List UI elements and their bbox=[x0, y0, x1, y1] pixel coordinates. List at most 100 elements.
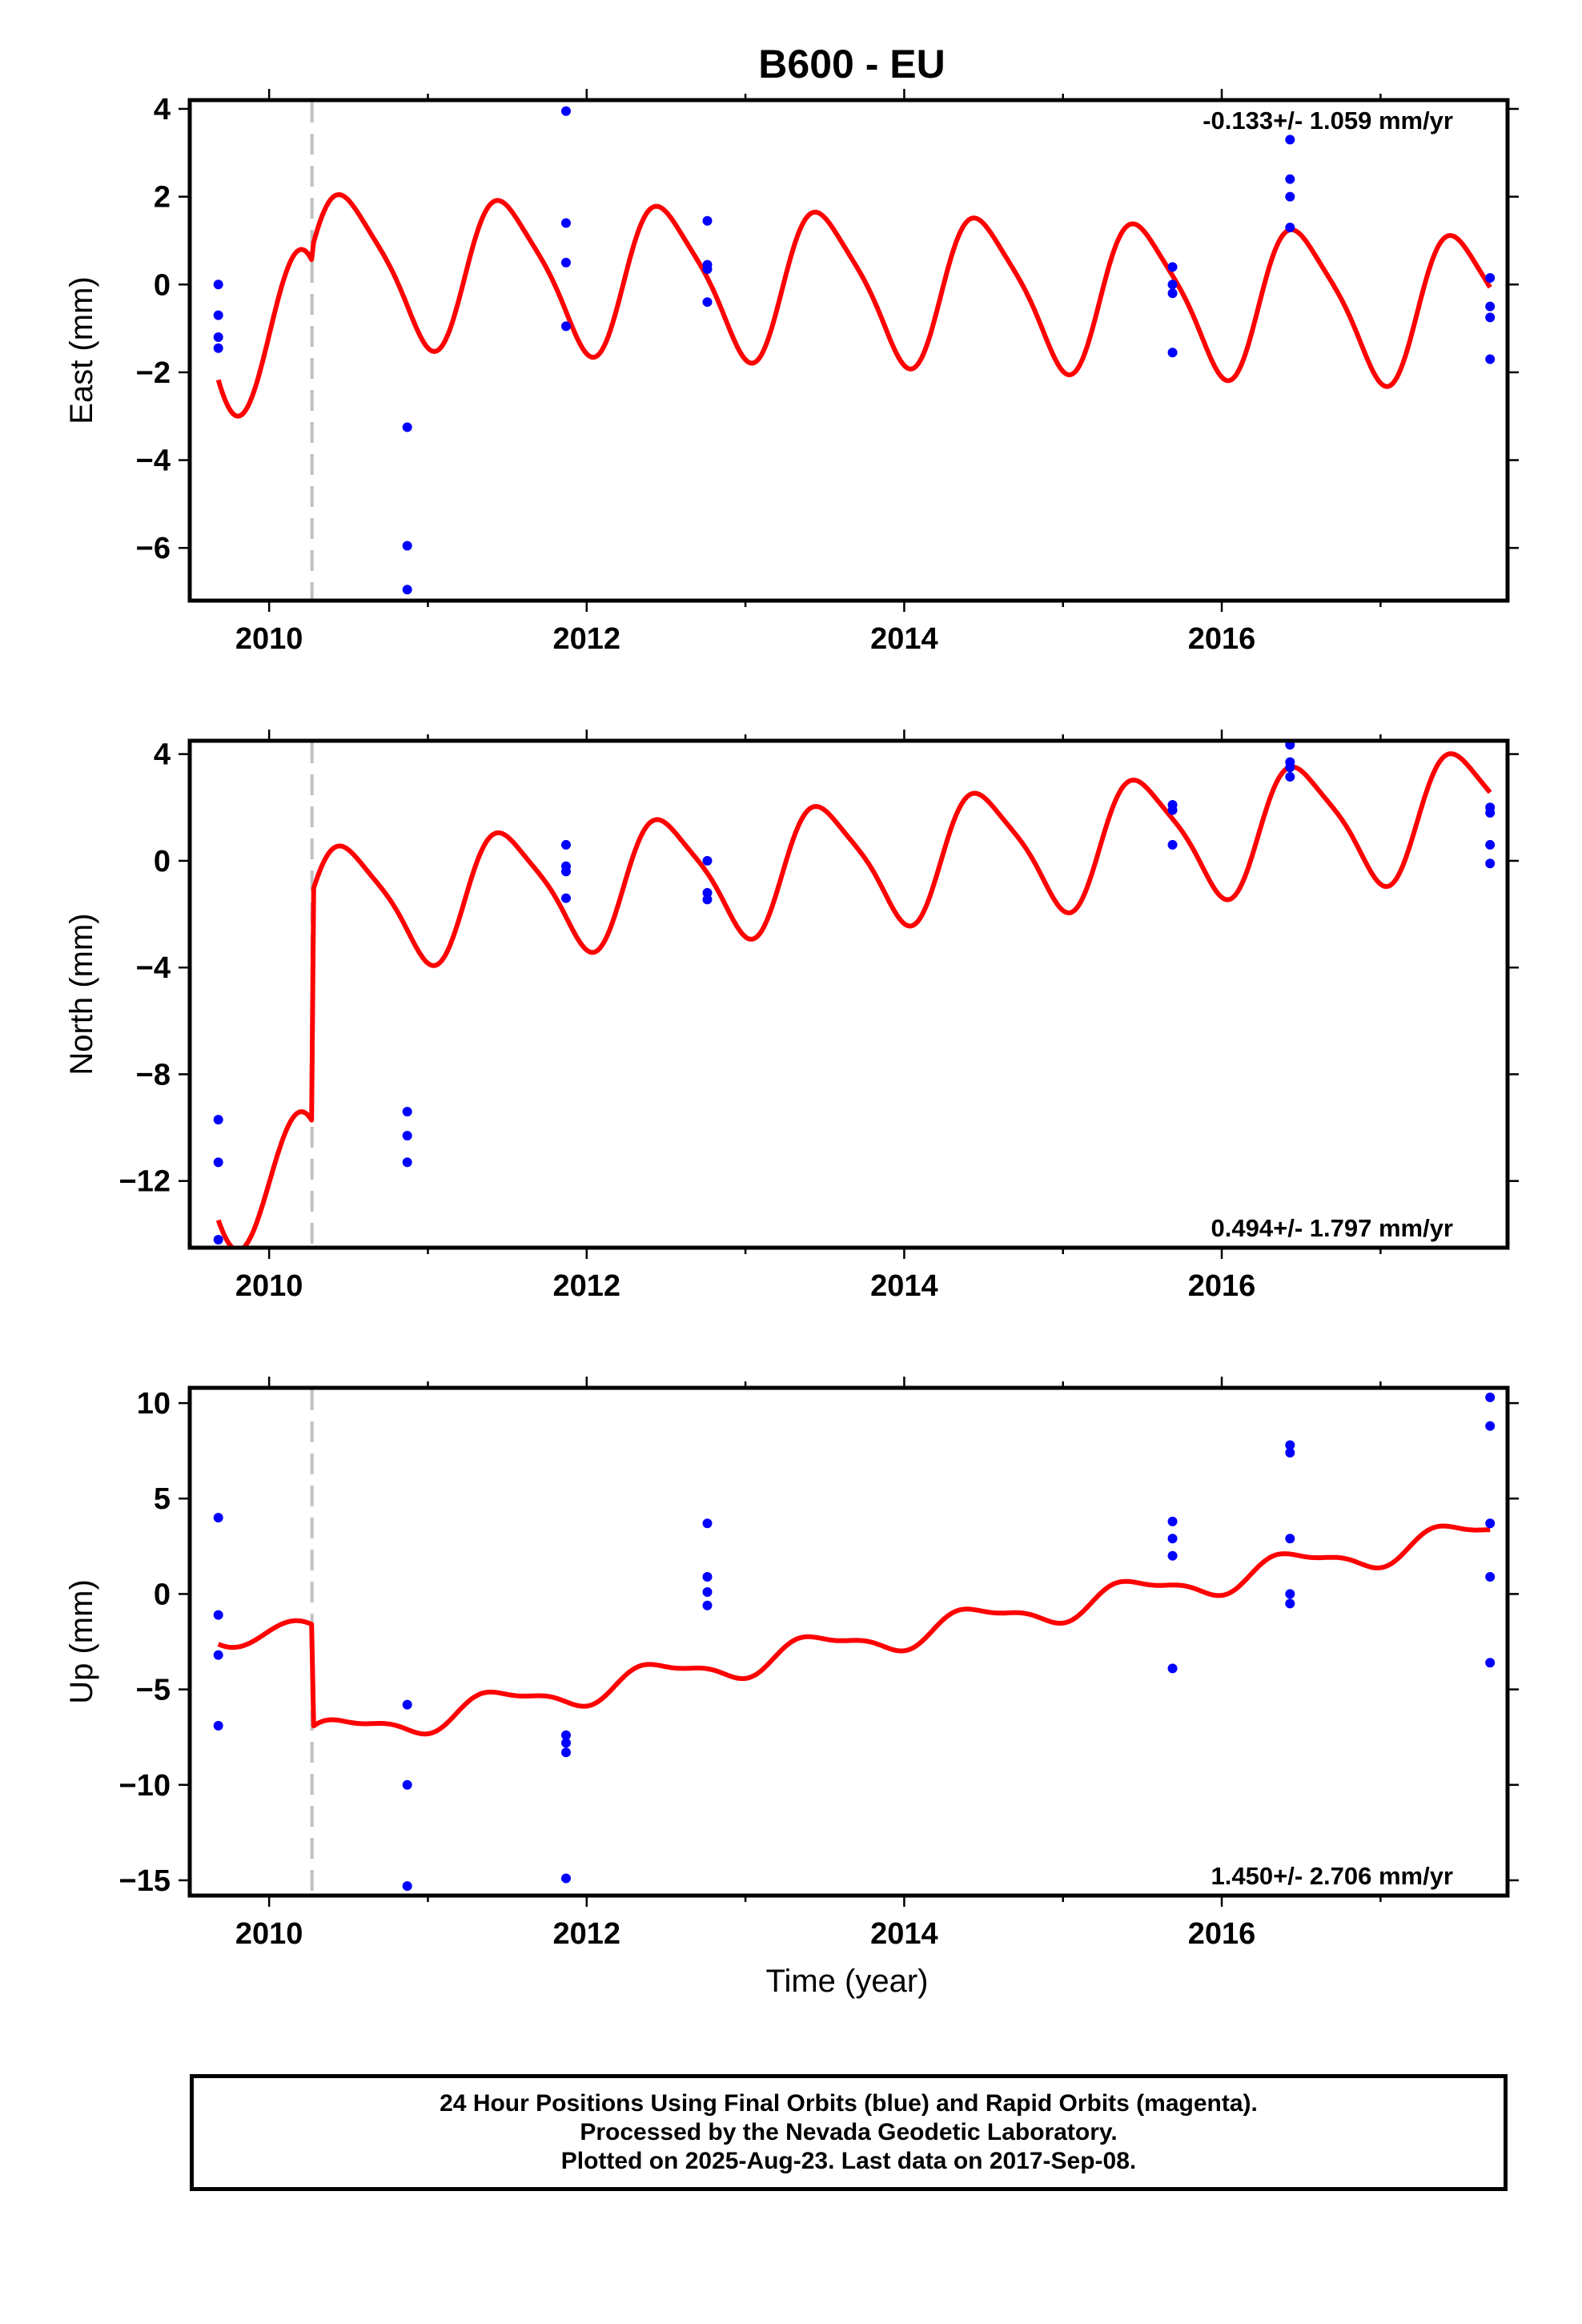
x-tick-label: 2010 bbox=[235, 1917, 303, 1951]
data-point bbox=[1485, 858, 1496, 869]
data-point bbox=[1285, 174, 1295, 184]
data-point bbox=[213, 1235, 223, 1245]
data-point bbox=[213, 1720, 223, 1731]
data-point bbox=[1485, 312, 1496, 323]
x-tick-label: 2012 bbox=[553, 1269, 621, 1303]
data-point bbox=[402, 1131, 412, 1141]
data-point bbox=[213, 1513, 223, 1523]
data-point bbox=[1167, 288, 1178, 299]
data-point bbox=[1167, 1534, 1178, 1544]
y-tick-label: 4 bbox=[154, 93, 171, 127]
data-point bbox=[702, 215, 713, 226]
x-tick-label: 2014 bbox=[870, 1269, 938, 1303]
data-point bbox=[213, 343, 223, 353]
y-tick-label: 10 bbox=[137, 1387, 171, 1421]
y-tick-label: 0 bbox=[154, 845, 171, 879]
data-point bbox=[702, 1518, 713, 1529]
data-point bbox=[213, 1650, 223, 1660]
y-tick-label: 0 bbox=[154, 1578, 171, 1611]
data-point bbox=[1285, 1598, 1295, 1609]
x-tick-label: 2014 bbox=[870, 622, 938, 656]
data-point bbox=[561, 1730, 572, 1740]
data-point bbox=[1167, 1663, 1178, 1674]
data-point bbox=[1167, 279, 1178, 290]
data-point bbox=[213, 1157, 223, 1168]
data-point bbox=[1485, 839, 1496, 850]
data-point bbox=[561, 839, 572, 850]
data-point bbox=[1167, 839, 1178, 850]
footer-line: Processed by the Nevada Geodetic Laborat… bbox=[580, 2119, 1118, 2145]
data-point bbox=[702, 895, 713, 905]
data-point bbox=[561, 321, 572, 332]
data-point bbox=[561, 866, 572, 877]
data-point bbox=[402, 1157, 412, 1168]
data-point bbox=[1285, 191, 1295, 202]
data-point bbox=[402, 1779, 412, 1790]
data-point bbox=[1285, 1534, 1295, 1544]
x-tick-label: 2016 bbox=[1188, 1269, 1256, 1303]
panel-frame bbox=[187, 98, 1510, 603]
y-axis-label: East (mm) bbox=[64, 276, 99, 424]
data-point bbox=[402, 541, 412, 551]
x-tick-label: 2016 bbox=[1188, 622, 1256, 656]
footer-line: Plotted on 2025-Aug-23. Last data on 201… bbox=[560, 2148, 1137, 2174]
data-point bbox=[561, 257, 572, 267]
x-tick-label: 2012 bbox=[553, 622, 621, 656]
y-tick-label: −12 bbox=[119, 1165, 171, 1199]
data-point bbox=[1485, 273, 1496, 283]
data-point bbox=[702, 855, 713, 866]
velocity-rate-label: 1.450+/- 2.706 mm/yr bbox=[1211, 1862, 1453, 1890]
data-point bbox=[213, 279, 223, 290]
x-tick-label: 2010 bbox=[235, 1269, 303, 1303]
y-tick-label: 4 bbox=[154, 738, 171, 772]
north-panel: 2010 2012 2014 2016 −12 −8 −4 0 4 North (mm) 0.494… bbox=[64, 730, 1519, 1303]
data-point bbox=[561, 1873, 572, 1884]
data-point bbox=[1485, 1518, 1496, 1529]
y-tick-label: −6 bbox=[136, 532, 171, 565]
data-point bbox=[213, 310, 223, 320]
data-point bbox=[561, 218, 572, 228]
data-point bbox=[1167, 1516, 1178, 1526]
panel-frame bbox=[187, 1385, 1510, 1898]
data-point bbox=[561, 893, 572, 903]
data-point bbox=[1167, 262, 1178, 272]
data-point bbox=[1285, 222, 1295, 232]
footer-caption-box: 24 Hour Positions Using Final Orbits (bl… bbox=[190, 2074, 1508, 2191]
data-point bbox=[402, 1881, 412, 1892]
y-tick-label: −8 bbox=[136, 1058, 171, 1092]
y-axis-label: Up (mm) bbox=[64, 1579, 99, 1704]
y-tick-label: −5 bbox=[136, 1674, 171, 1707]
velocity-rate-label: -0.133+/- 1.059 mm/yr bbox=[1203, 107, 1453, 135]
y-tick-label: −15 bbox=[119, 1864, 171, 1898]
y-tick-label: 5 bbox=[154, 1482, 171, 1516]
data-point bbox=[213, 1115, 223, 1125]
y-tick-label: −4 bbox=[136, 951, 171, 985]
data-point bbox=[402, 422, 412, 432]
x-tick-label: 2016 bbox=[1188, 1917, 1256, 1951]
data-point bbox=[402, 585, 412, 595]
data-point bbox=[702, 1587, 713, 1598]
footer-line: 24 Hour Positions Using Final Orbits (bl… bbox=[440, 2090, 1258, 2117]
data-point bbox=[561, 106, 572, 116]
model-curve bbox=[217, 1523, 1491, 1737]
x-axis-label: Time (year) bbox=[766, 1964, 929, 1999]
data-point bbox=[213, 332, 223, 343]
data-point bbox=[1485, 807, 1496, 818]
data-point bbox=[1485, 1658, 1496, 1668]
x-tick-label: 2010 bbox=[235, 622, 303, 656]
data-point bbox=[1485, 1571, 1496, 1582]
data-point bbox=[1285, 135, 1295, 145]
y-tick-label: −4 bbox=[136, 444, 171, 478]
y-tick-label: −2 bbox=[136, 356, 171, 390]
model-curve bbox=[215, 751, 1492, 1248]
data-point bbox=[402, 1699, 412, 1710]
data-point bbox=[1167, 805, 1178, 815]
data-point bbox=[1285, 771, 1295, 782]
data-point bbox=[1285, 762, 1295, 773]
data-point bbox=[1485, 1392, 1496, 1402]
data-point bbox=[1285, 1448, 1295, 1458]
data-point bbox=[1485, 354, 1496, 364]
figure-title: B600 - EU bbox=[758, 42, 945, 86]
y-tick-label: 2 bbox=[154, 181, 171, 215]
